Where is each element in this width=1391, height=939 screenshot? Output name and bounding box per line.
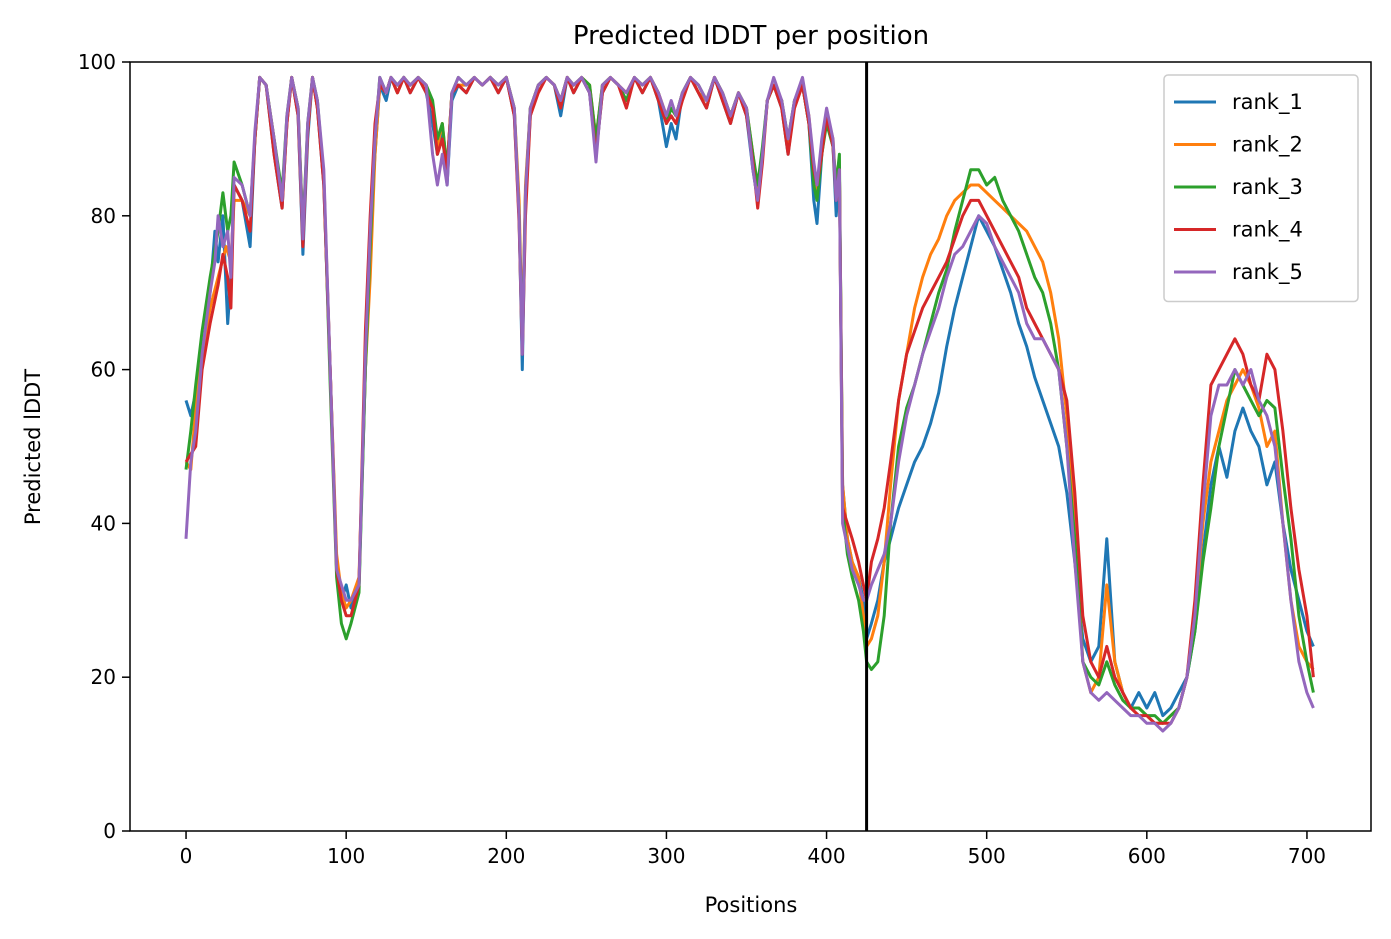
series-layer: [184, 75, 1315, 733]
series-line-rank_2: [184, 75, 1315, 725]
x-tick-label: 100: [327, 844, 365, 868]
legend: rank_1 rank_2 rank_3 rank_4 rank_5: [1163, 74, 1359, 303]
legend-label-rank_2: rank_2: [1232, 133, 1303, 158]
y-tick-label: 40: [91, 511, 116, 535]
x-tick-label: 500: [968, 844, 1006, 868]
plot-area: [129, 61, 1372, 832]
y-tick-label: 100: [78, 50, 116, 74]
legend-box: [1163, 74, 1359, 303]
x-tick-label: 0: [180, 844, 193, 868]
x-axis-title: Positions: [705, 893, 798, 917]
chart-title: Predicted lDDT per position: [573, 21, 929, 51]
y-axis-title: Predicted lDDT: [21, 369, 45, 525]
legend-label-rank_1: rank_1: [1232, 90, 1303, 115]
series-line-rank_5: [184, 75, 1315, 733]
plot-frame: [129, 61, 1372, 832]
y-tick-label: 60: [91, 358, 116, 382]
legend-label-rank_3: rank_3: [1232, 175, 1303, 200]
y-tick-label: 80: [91, 204, 116, 228]
x-axis: 0 100 200 300 400 500 600 700: [180, 831, 1326, 868]
series-line-rank_3: [184, 75, 1315, 725]
x-tick-label: 300: [647, 844, 685, 868]
series-line-rank_1: [184, 75, 1315, 718]
x-tick-label: 700: [1288, 844, 1326, 868]
x-tick-label: 600: [1128, 844, 1166, 868]
y-tick-label: 20: [91, 665, 116, 689]
y-tick-label: 0: [103, 819, 116, 843]
y-axis: 0 20 40 60 80 100: [78, 50, 130, 843]
series-line-rank_4: [184, 75, 1315, 725]
legend-label-rank_5: rank_5: [1232, 260, 1303, 285]
x-tick-label: 200: [487, 844, 525, 868]
legend-label-rank_4: rank_4: [1232, 218, 1303, 243]
x-tick-label: 400: [807, 844, 845, 868]
